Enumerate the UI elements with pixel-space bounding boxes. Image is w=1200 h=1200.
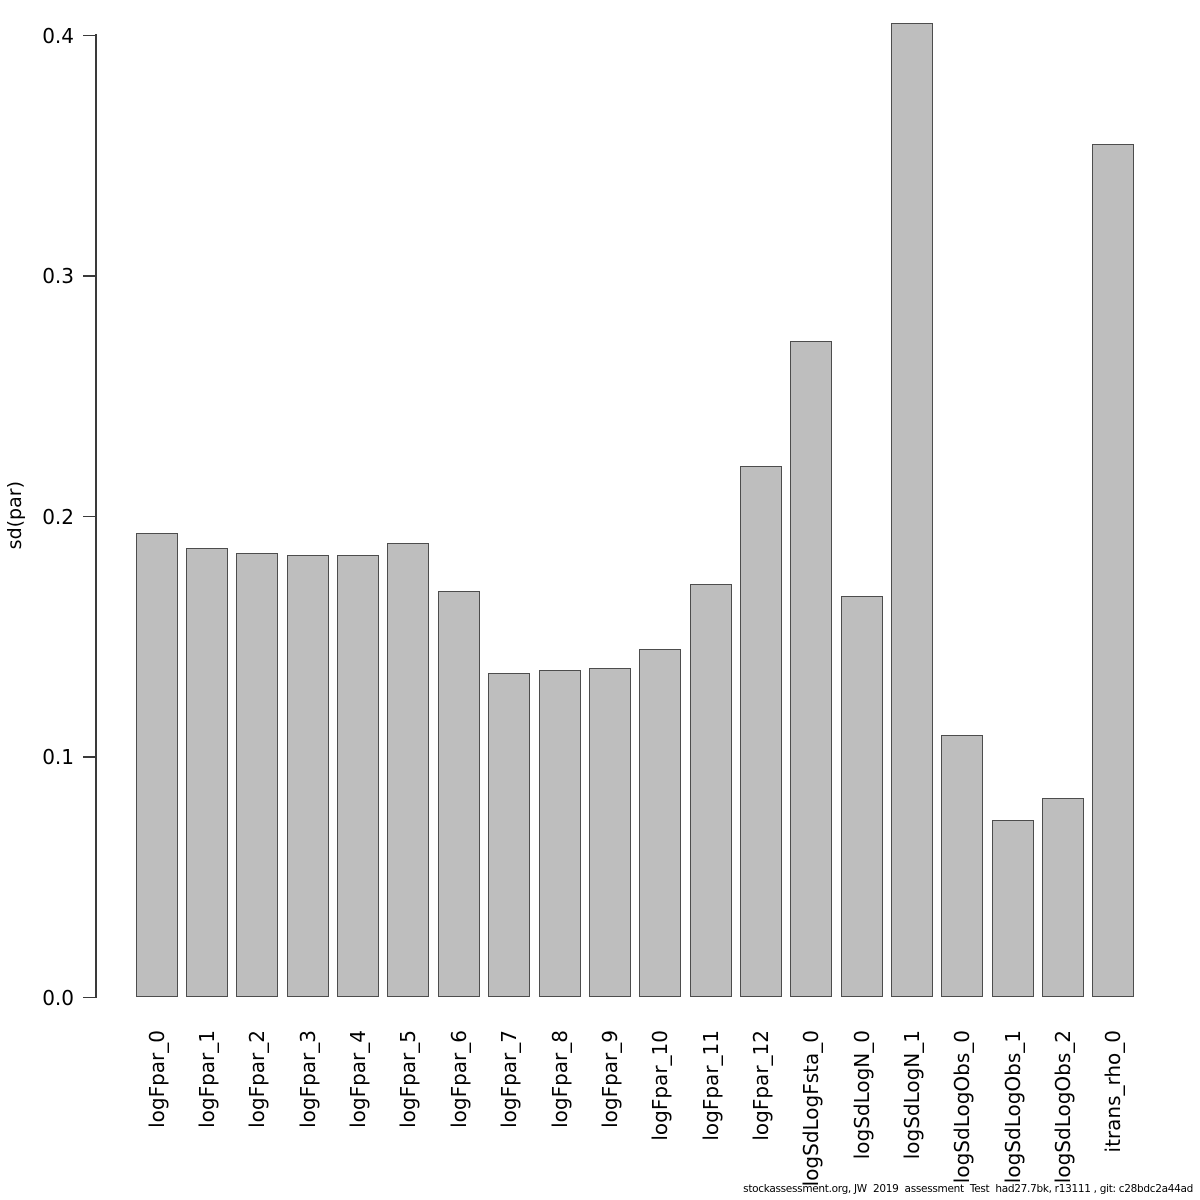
bar-logFpar_11 — [689, 583, 732, 998]
y-tick-label: 0.0 — [42, 985, 74, 1010]
bar-logFpar_2 — [236, 552, 279, 998]
bar-logSdLogN_0 — [840, 595, 883, 998]
bar-logSdLogFsta_0 — [790, 340, 833, 998]
bar-logFpar_9 — [588, 668, 631, 998]
x-tick-label-logSdLogObs_2: logSdLogObs_2 — [1051, 1030, 1075, 1184]
bar-logFpar_8 — [538, 670, 581, 998]
x-tick-label-logFpar_7: logFpar_7 — [497, 1030, 522, 1128]
x-tick-label-logFpar_3: logFpar_3 — [295, 1030, 320, 1128]
y-tick-mark — [83, 996, 95, 999]
x-tick-label-logFpar_11: logFpar_11 — [698, 1030, 723, 1141]
y-tick-mark — [83, 34, 95, 37]
x-tick-label-logFpar_9: logFpar_9 — [597, 1030, 622, 1128]
y-tick-mark — [83, 275, 95, 277]
bar-logFpar_5 — [387, 542, 430, 998]
bar-logFpar_3 — [286, 554, 329, 998]
bar-logSdLogObs_1 — [991, 819, 1034, 998]
x-tick-label-logFpar_1: logFpar_1 — [195, 1030, 220, 1128]
bar-logFpar_0 — [135, 533, 178, 998]
x-tick-label-logSdLogN_0: logSdLogN_0 — [849, 1030, 874, 1160]
y-tick-label: 0.2 — [42, 504, 74, 529]
x-tick-label-logSdLogFsta_0: logSdLogFsta_0 — [799, 1030, 824, 1187]
bar-logSdLogObs_0 — [941, 735, 984, 998]
y-tick-label: 0.3 — [42, 264, 74, 288]
x-tick-label-logFpar_0: logFpar_0 — [144, 1030, 169, 1128]
x-tick-label-logFpar_6: logFpar_6 — [446, 1030, 471, 1128]
y-tick-label: 0.4 — [42, 23, 74, 48]
x-tick-label-logFpar_12: logFpar_12 — [748, 1030, 773, 1141]
x-tick-label-logFpar_10: logFpar_10 — [648, 1030, 673, 1141]
x-tick-label-logSdLogObs_1: logSdLogObs_1 — [1000, 1030, 1025, 1184]
x-tick-label-logSdLogN_1: logSdLogN_1 — [899, 1030, 924, 1160]
x-tick-label-logFpar_5: logFpar_5 — [396, 1030, 421, 1128]
bar-itrans_rho_0 — [1092, 143, 1135, 998]
x-tick-label-logSdLogObs_0: logSdLogObs_0 — [950, 1030, 975, 1184]
bar-logFpar_4 — [337, 554, 380, 998]
bar-logFpar_1 — [186, 547, 229, 998]
bar-logFpar_10 — [639, 648, 682, 998]
x-tick-label-logFpar_4: logFpar_4 — [346, 1030, 371, 1128]
bar-logFpar_12 — [739, 465, 782, 998]
x-tick-label-itrans_rho_0: itrans_rho_0 — [1101, 1030, 1126, 1153]
y-tick-mark — [83, 756, 95, 758]
y-tick-label: 0.1 — [42, 745, 74, 769]
y-axis-line — [95, 34, 97, 998]
footer-caption: stockassessment.org, JW 2019 assessment … — [743, 1183, 1193, 1195]
bar-logSdLogObs_2 — [1042, 797, 1084, 998]
bar-logFpar_6 — [437, 591, 480, 998]
x-tick-label-logFpar_2: logFpar_2 — [245, 1030, 270, 1128]
x-tick-label-logFpar_8: logFpar_8 — [547, 1030, 572, 1128]
bar-logSdLogN_1 — [890, 23, 933, 998]
bar-logFpar_7 — [488, 672, 531, 998]
y-tick-mark — [83, 515, 95, 518]
